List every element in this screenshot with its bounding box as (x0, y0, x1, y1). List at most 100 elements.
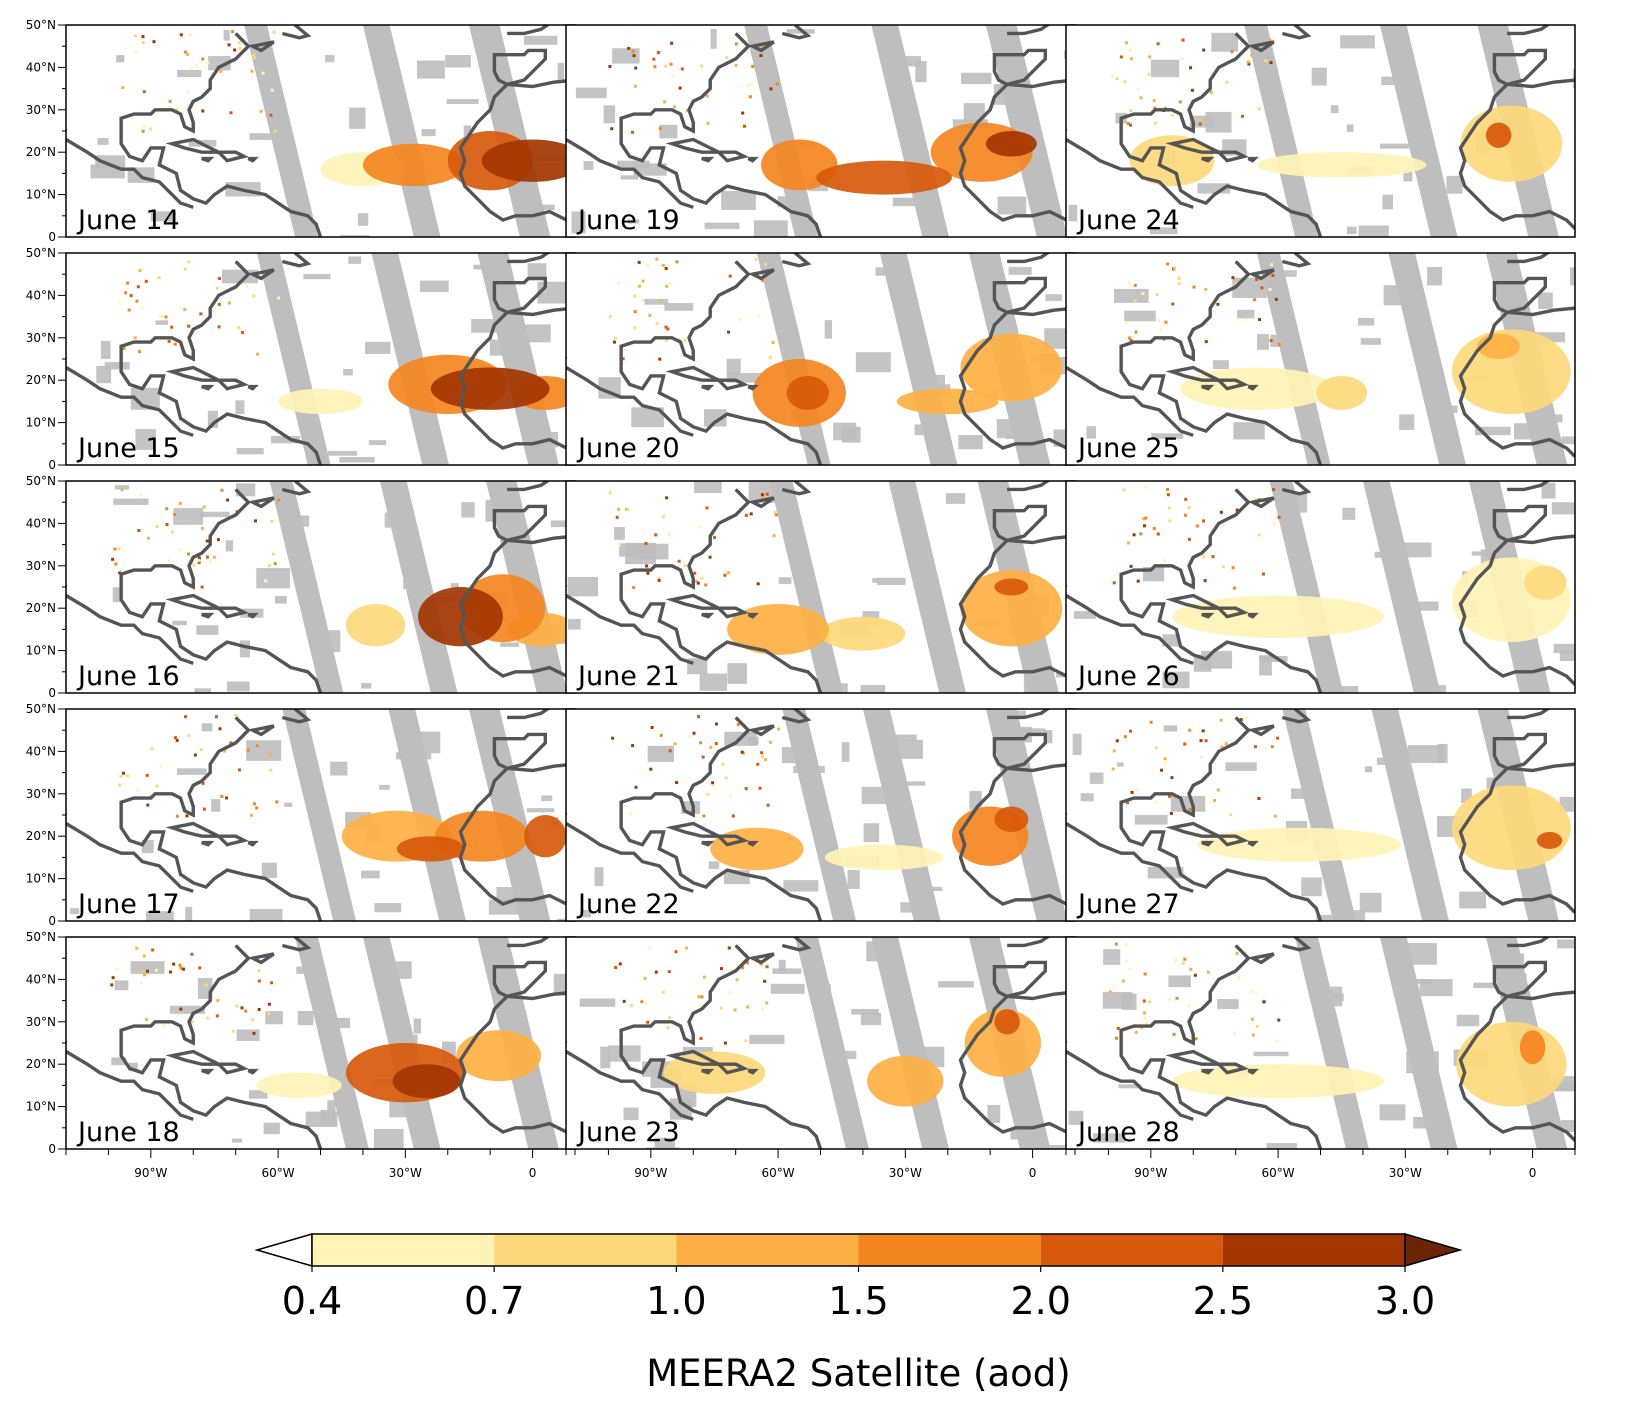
colorbar-segment (494, 1234, 677, 1266)
lat-tick-label: 40°N (26, 744, 56, 758)
aod-speckle (613, 336, 617, 340)
aod-speckle (1128, 967, 1132, 971)
aod-speckle (167, 559, 171, 563)
aod-speckle (1141, 292, 1145, 296)
missing-data-patch (97, 138, 109, 145)
aod-speckle (1204, 322, 1208, 326)
aod-speckle (155, 784, 159, 788)
aod-speckle (1262, 1000, 1266, 1004)
missing-data-patch (416, 60, 445, 79)
aod-speckle (204, 983, 208, 987)
missing-data-patch (368, 440, 387, 446)
missing-data-patch (892, 197, 925, 207)
aod-speckle (656, 51, 660, 55)
aod-speckle (169, 970, 173, 974)
missing-data-swath (985, 25, 1068, 237)
aod-speckle (225, 796, 229, 800)
aod-speckle (1122, 488, 1126, 492)
aod-speckle (187, 552, 191, 556)
aod-speckle (1139, 532, 1143, 536)
aod-speckle (1274, 297, 1278, 301)
missing-data-patch (781, 747, 804, 764)
missing-data-patch (296, 966, 319, 974)
aod-speckle (179, 33, 183, 37)
aod-speckle (728, 274, 732, 278)
aod-speckle (736, 723, 740, 727)
aod-speckle (133, 336, 137, 340)
missing-data-patch (900, 902, 927, 913)
missing-data-patch (335, 1066, 349, 1082)
missing-data-patch (226, 681, 250, 692)
aod-speckle (142, 90, 146, 94)
aod-speckle (146, 803, 150, 807)
missing-data-patch (1270, 334, 1300, 347)
aod-speckle (1193, 973, 1197, 977)
missing-data-patch (1068, 1110, 1084, 1125)
aod-speckle (255, 352, 259, 356)
aod-speckle (1277, 515, 1281, 519)
missing-data-patch (699, 673, 728, 691)
aod-speckle (255, 806, 259, 810)
missing-data-swath (244, 25, 318, 237)
aod-speckle (618, 962, 622, 966)
aod-speckle (201, 57, 205, 61)
aod-speckle (646, 571, 650, 575)
missing-data-patch (1538, 292, 1553, 310)
missing-data-patch (780, 330, 796, 351)
lon-tick-label: 90°W (634, 1166, 667, 1180)
aod-speckle (631, 130, 635, 134)
aod-speckle (668, 749, 672, 753)
aod-speckle (774, 513, 778, 517)
aod-speckle (1257, 107, 1261, 111)
missing-data-patch (320, 1109, 335, 1126)
aod-speckle (1153, 121, 1157, 125)
lon-tick-label: 0 (1029, 1166, 1037, 1180)
missing-data-patch (1320, 993, 1344, 1002)
colorbar-tick-label: 1.5 (828, 1279, 888, 1323)
missing-data-patch (917, 516, 924, 527)
aod-speckle (165, 523, 169, 527)
aod-speckle (1114, 942, 1118, 946)
aod-speckle (1268, 38, 1272, 42)
aod-plume (1180, 367, 1334, 410)
missing-data-patch (116, 55, 125, 63)
aod-speckle (766, 803, 770, 807)
missing-data-patch (550, 520, 575, 528)
aod-speckle (748, 95, 752, 99)
missing-data-patch (770, 983, 805, 994)
panel-date-label: June 15 (76, 433, 180, 464)
aod-speckle (631, 744, 635, 748)
aod-speckle (217, 302, 221, 306)
aod-speckle (744, 787, 748, 791)
lat-tick-label: 50°N (26, 930, 56, 944)
aod-speckle (124, 291, 128, 295)
aod-speckle (680, 67, 684, 71)
aod-speckle (701, 755, 705, 759)
aod-speckle (151, 948, 155, 952)
missing-data-patch (1473, 982, 1503, 989)
aod-speckle (1163, 757, 1167, 761)
aod-speckle (764, 758, 768, 762)
aod-speckle (1124, 959, 1128, 963)
missing-data-patch (328, 450, 357, 456)
aod-speckle (1175, 996, 1179, 1000)
aod-speckle (608, 314, 612, 318)
aod-speckle (1200, 755, 1204, 759)
aod-speckle (1126, 122, 1130, 126)
aod-speckle (764, 262, 768, 266)
aod-speckle (196, 558, 200, 562)
aod-speckle (1224, 742, 1228, 746)
aod-speckle (273, 129, 277, 133)
missing-data-patch (1049, 1144, 1072, 1149)
aod-speckle (267, 1002, 271, 1006)
missing-data-patch (201, 723, 213, 732)
aod-speckle (257, 969, 261, 973)
aod-speckle (1152, 527, 1156, 531)
aod-speckle (135, 299, 139, 303)
missing-data-patch (177, 69, 202, 78)
missing-data-patch (600, 1046, 611, 1069)
aod-speckle (1269, 61, 1273, 65)
missing-data-patch (1086, 426, 1096, 439)
aod-speckle (1124, 942, 1128, 946)
aod-speckle (1143, 524, 1147, 528)
